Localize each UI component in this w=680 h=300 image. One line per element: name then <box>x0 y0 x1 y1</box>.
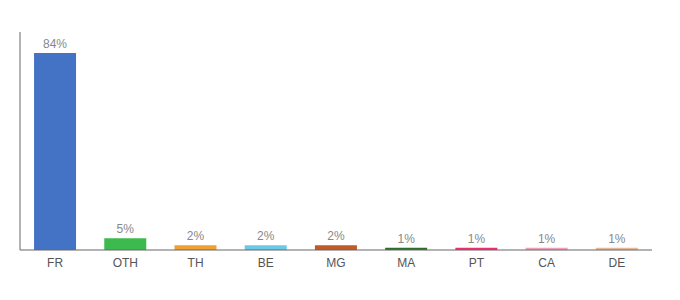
svg-text:PT: PT <box>469 256 485 270</box>
svg-text:CA: CA <box>538 256 555 270</box>
svg-text:OTH: OTH <box>113 256 138 270</box>
svg-text:MA: MA <box>397 256 415 270</box>
svg-text:BE: BE <box>258 256 274 270</box>
svg-text:1%: 1% <box>397 232 415 246</box>
svg-text:2%: 2% <box>327 229 345 243</box>
svg-text:1%: 1% <box>608 232 626 246</box>
svg-text:DE: DE <box>609 256 626 270</box>
svg-text:2%: 2% <box>257 229 275 243</box>
svg-text:1%: 1% <box>468 232 486 246</box>
svg-text:MG: MG <box>326 256 345 270</box>
svg-text:2%: 2% <box>187 229 205 243</box>
svg-text:1%: 1% <box>538 232 556 246</box>
svg-text:FR: FR <box>47 256 63 270</box>
svg-text:5%: 5% <box>117 222 135 236</box>
svg-text:84%: 84% <box>43 37 67 51</box>
svg-text:TH: TH <box>188 256 204 270</box>
